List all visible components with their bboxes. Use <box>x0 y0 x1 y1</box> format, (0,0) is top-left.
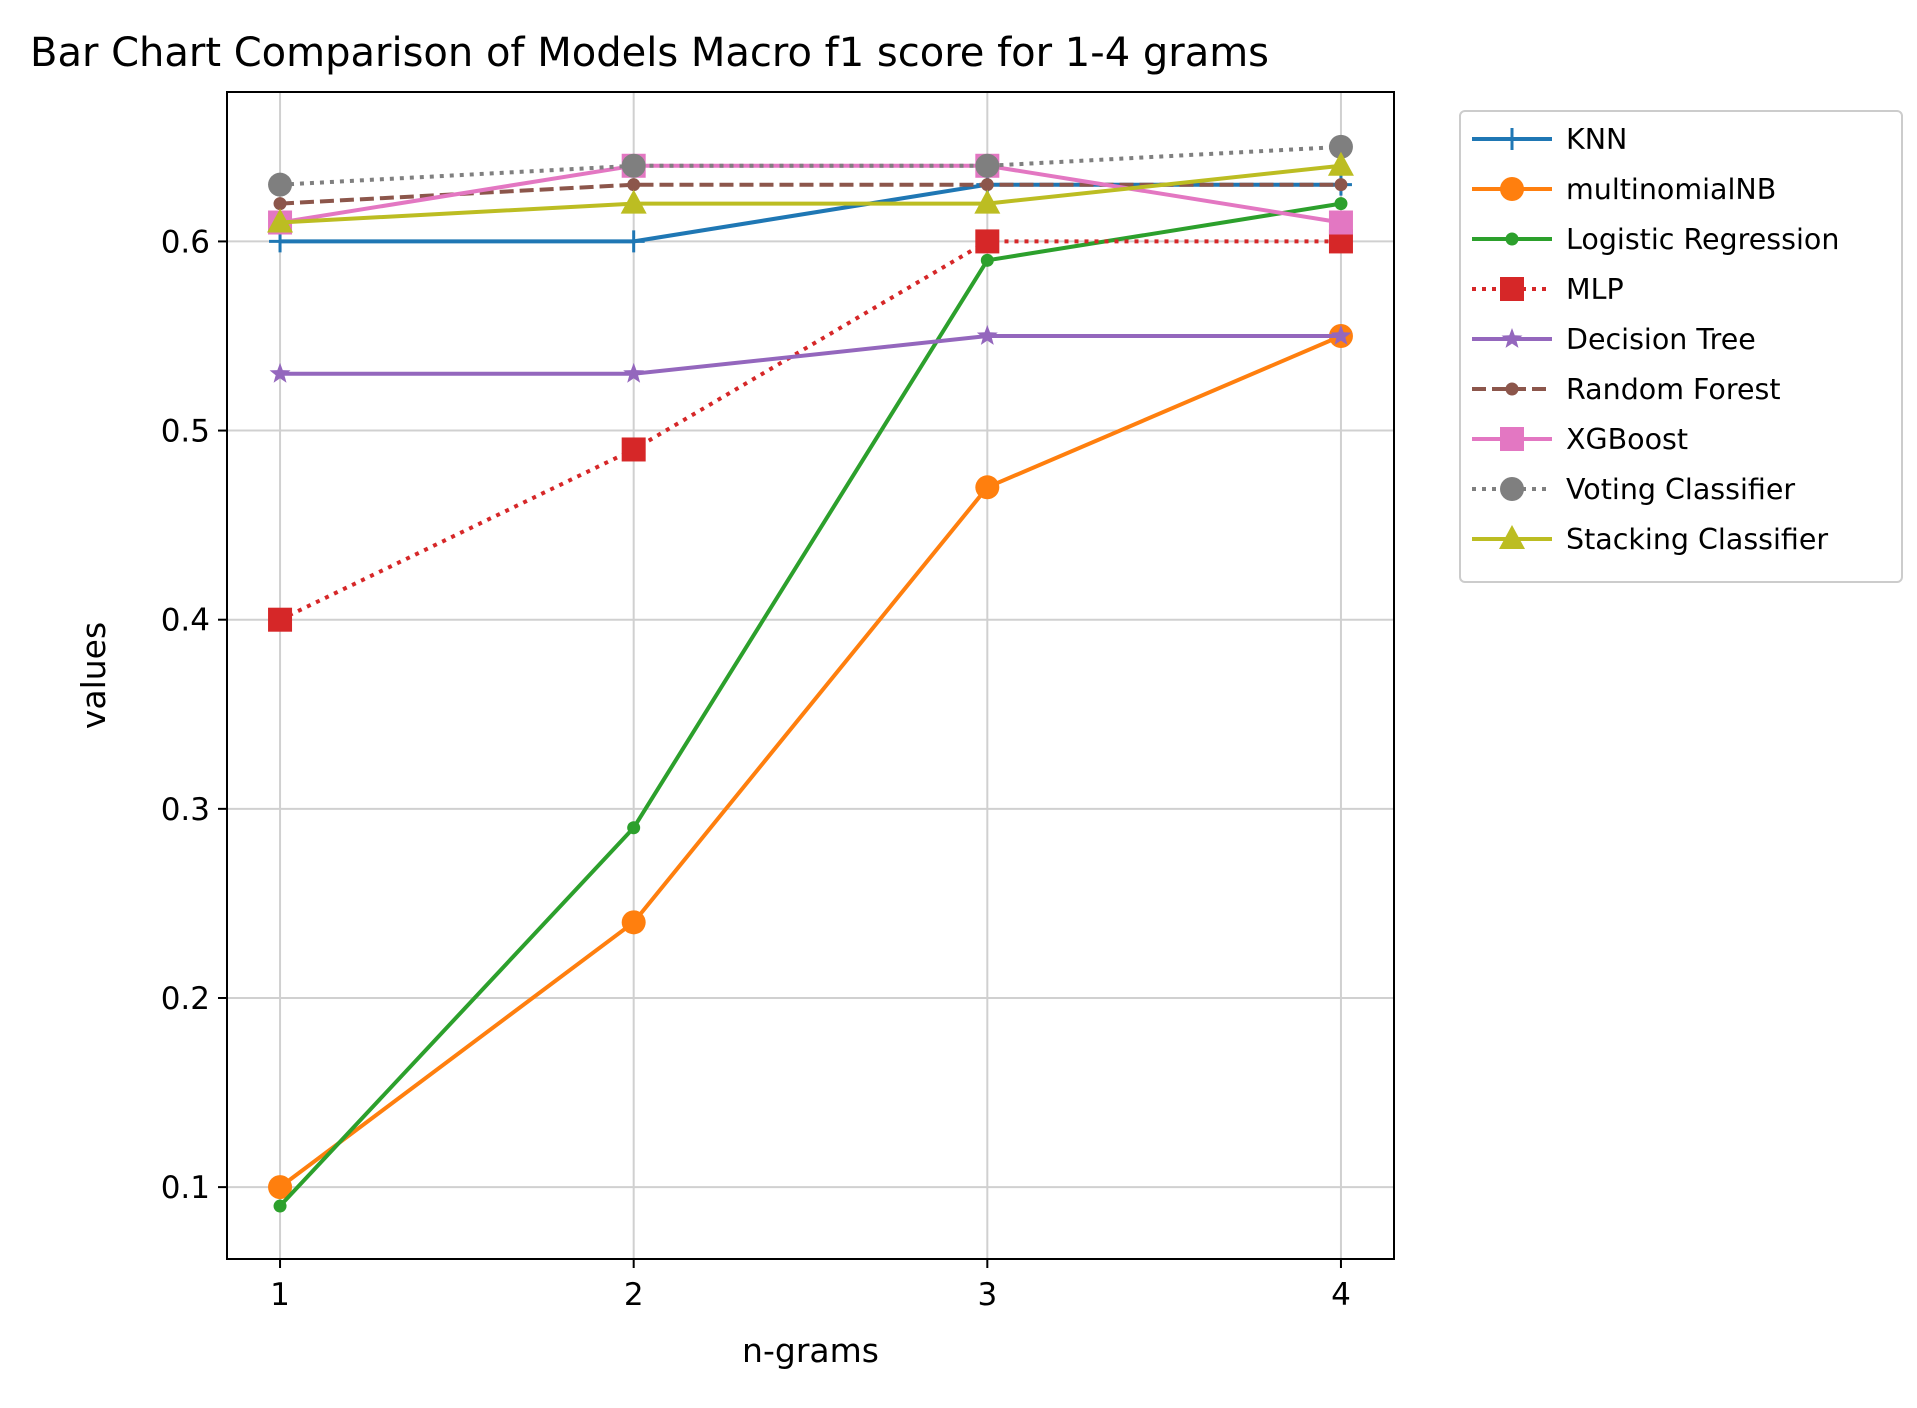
x-axis-ticks: 1 2 3 4 <box>270 1259 1351 1313</box>
data-point <box>268 172 293 197</box>
series-line <box>279 144 1342 187</box>
series-voting-classifier <box>268 134 1353 197</box>
legend-label: XGBoost <box>1566 423 1688 456</box>
legend-item: MLP <box>1472 273 1624 306</box>
legend-marker <box>1505 232 1519 246</box>
data-point <box>1328 210 1353 235</box>
data-point <box>273 1199 287 1213</box>
data-point <box>975 229 1000 254</box>
data-point <box>621 910 646 935</box>
series-stacking-classifier <box>267 151 1354 233</box>
y-tick-label: 0.4 <box>161 603 210 639</box>
series-line <box>279 182 1341 206</box>
series-multinomialnb <box>268 323 1353 1200</box>
legend-item: Random Forest <box>1472 373 1781 406</box>
y-tick-label: 0.1 <box>161 1170 210 1206</box>
x-tick-label: 3 <box>977 1277 997 1313</box>
data-point <box>267 208 294 233</box>
legend: KNN multinomialNB Logistic Regression MLP De… <box>1459 110 1903 583</box>
legend-item: Logistic Regression <box>1472 223 1839 256</box>
legend-label: multinomialNB <box>1566 173 1776 206</box>
x-tick-label: 4 <box>1331 1277 1351 1313</box>
data-point <box>976 324 998 345</box>
data-point <box>621 437 646 462</box>
series-line <box>278 201 1342 1208</box>
data-point <box>1334 178 1348 192</box>
series-logistic-regression <box>273 197 1348 1213</box>
data-point <box>623 362 645 383</box>
legend-marker <box>1501 328 1523 348</box>
data-point <box>269 362 291 383</box>
x-tick-label: 1 <box>270 1277 290 1313</box>
legend-label: Logistic Regression <box>1566 223 1839 256</box>
legend-label: KNN <box>1566 123 1627 156</box>
data-point <box>268 607 293 632</box>
data-point <box>273 197 287 211</box>
data-point <box>1328 134 1353 159</box>
data-point <box>975 153 1000 178</box>
legend-item: Stacking Classifier <box>1472 523 1828 556</box>
data-point <box>621 153 646 178</box>
legend-label: MLP <box>1566 273 1624 306</box>
data-point <box>1330 324 1352 345</box>
legend-marker <box>1500 277 1524 301</box>
legend-label: Stacking Classifier <box>1566 523 1828 556</box>
y-tick-label: 0.5 <box>161 414 210 450</box>
legend-item: Voting Classifier <box>1472 473 1795 506</box>
data-point <box>980 253 994 267</box>
legend-marker <box>1501 128 1523 150</box>
data-point <box>627 178 641 192</box>
legend-item: Decision Tree <box>1472 323 1756 356</box>
legend-marker <box>1500 427 1524 451</box>
y-axis-ticks: 0.1 0.2 0.3 0.4 0.5 0.6 <box>161 224 227 1206</box>
data-point <box>622 230 645 253</box>
grid <box>227 92 1394 1259</box>
legend-marker <box>1500 477 1524 501</box>
plot-frame <box>226 91 1395 1260</box>
legend-label: Voting Classifier <box>1566 473 1795 506</box>
series-line <box>278 334 1342 1189</box>
legend-item: XGBoost <box>1472 423 1688 456</box>
series-decision-tree <box>269 324 1352 383</box>
data-point <box>627 821 641 835</box>
series-line <box>280 334 1341 376</box>
legend-label: Random Forest <box>1566 373 1781 406</box>
legend-frame <box>1459 110 1903 583</box>
y-tick-label: 0.2 <box>161 981 210 1017</box>
data-point <box>268 1175 293 1200</box>
data-point <box>1327 151 1354 176</box>
legend-item: KNN <box>1472 123 1627 156</box>
legend-item: multinomialNB <box>1472 173 1776 206</box>
y-tick-label: 0.3 <box>161 792 210 828</box>
legend-marker <box>1500 177 1524 201</box>
data-point <box>974 189 1001 214</box>
legend-label: Decision Tree <box>1566 323 1756 356</box>
data-point <box>1334 197 1348 211</box>
data-point <box>980 178 994 192</box>
y-tick-label: 0.6 <box>161 224 210 260</box>
series-layer <box>267 134 1354 1213</box>
y-axis-label: values <box>74 622 113 729</box>
x-tick-label: 2 <box>624 1277 644 1313</box>
data-point <box>975 475 1000 500</box>
legend-marker <box>1499 525 1525 549</box>
legend-marker <box>1505 382 1519 396</box>
data-point <box>620 189 647 214</box>
chart-title: Bar Chart Comparison of Models Macro f1 … <box>30 30 1269 76</box>
series-line <box>279 163 1342 225</box>
x-axis-label: n-grams <box>742 1331 879 1370</box>
